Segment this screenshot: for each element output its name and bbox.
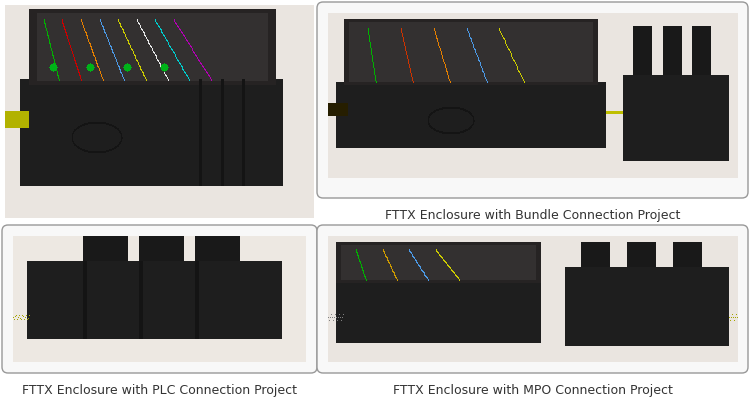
FancyBboxPatch shape [2, 225, 317, 373]
Text: FTTX Enclosure with PLC Connection Project: FTTX Enclosure with PLC Connection Proje… [22, 384, 297, 397]
FancyBboxPatch shape [317, 2, 748, 198]
Text: FTTX Enclosure with Bundle Connection Project: FTTX Enclosure with Bundle Connection Pr… [385, 209, 680, 222]
Text: FTTX Enclosure with MPO Connection Project: FTTX Enclosure with MPO Connection Proje… [392, 384, 673, 397]
FancyBboxPatch shape [317, 225, 748, 373]
